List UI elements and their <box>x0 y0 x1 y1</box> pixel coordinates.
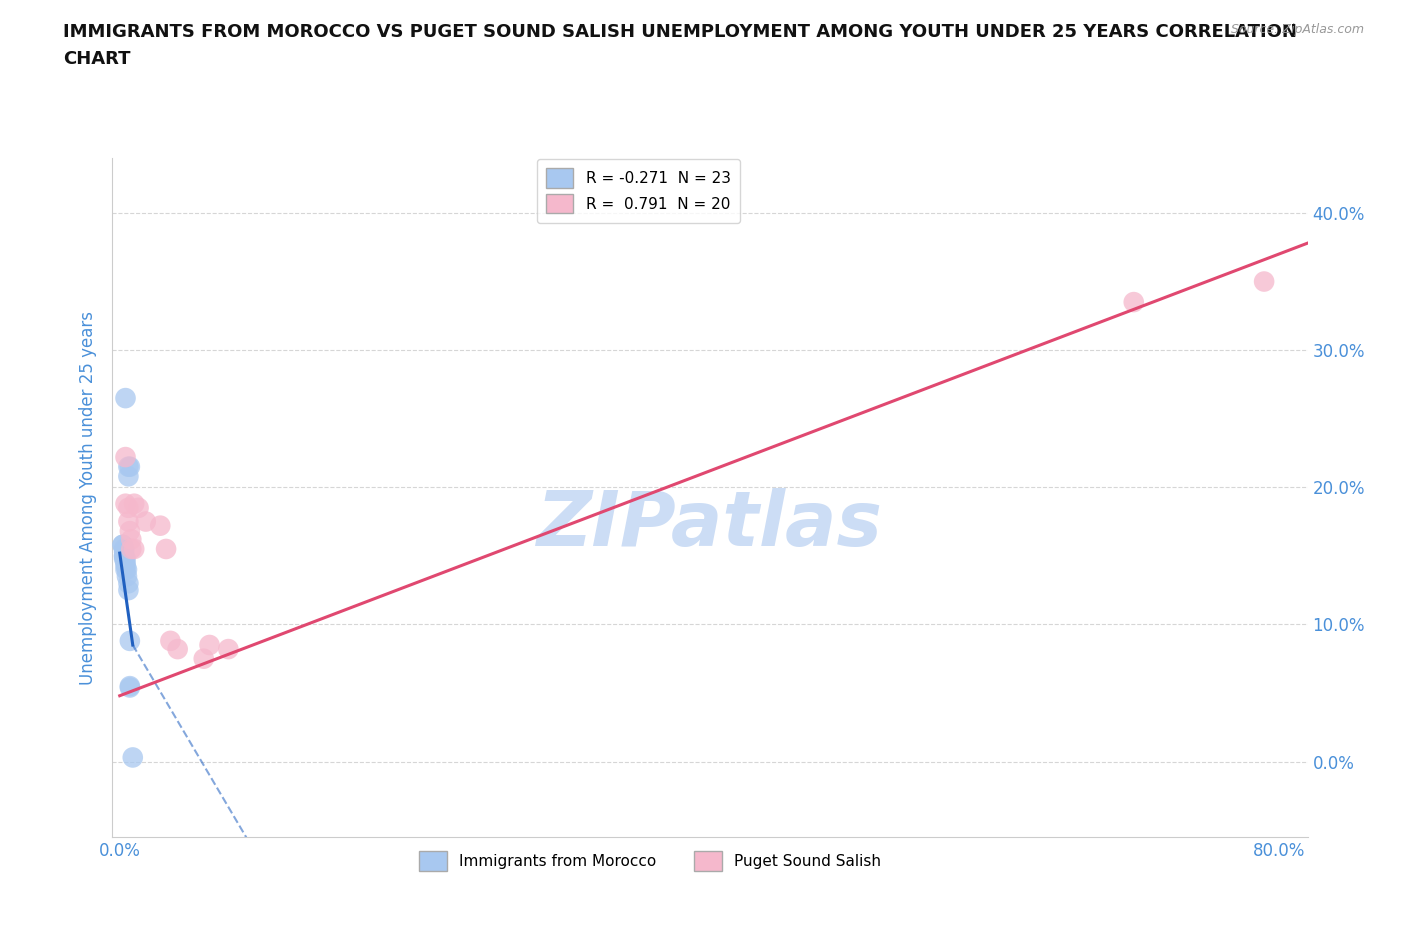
Y-axis label: Unemployment Among Youth under 25 years: Unemployment Among Youth under 25 years <box>79 311 97 684</box>
Point <box>159 633 181 648</box>
Point <box>115 562 138 577</box>
Point <box>115 569 138 584</box>
Point <box>118 524 141 538</box>
Legend: Immigrants from Morocco, Puget Sound Salish: Immigrants from Morocco, Puget Sound Sal… <box>413 845 887 877</box>
Point <box>117 469 139 484</box>
Point <box>112 551 135 566</box>
Point <box>121 750 143 764</box>
Point <box>112 544 135 559</box>
Point <box>198 638 221 653</box>
Point <box>111 538 134 552</box>
Point <box>117 583 139 598</box>
Point <box>114 562 136 577</box>
Point <box>193 651 215 666</box>
Point <box>122 541 145 556</box>
Point <box>117 459 139 474</box>
Point <box>112 549 135 564</box>
Point <box>114 555 136 570</box>
Point <box>217 642 239 657</box>
Point <box>118 633 141 648</box>
Point <box>128 500 150 515</box>
Point <box>117 514 139 529</box>
Point <box>1253 274 1275 289</box>
Point <box>135 514 157 529</box>
Text: IMMIGRANTS FROM MOROCCO VS PUGET SOUND SALISH UNEMPLOYMENT AMONG YOUTH UNDER 25 : IMMIGRANTS FROM MOROCCO VS PUGET SOUND S… <box>63 23 1298 68</box>
Point <box>114 497 136 512</box>
Point <box>112 541 135 556</box>
Point <box>114 391 136 405</box>
Point <box>118 680 141 695</box>
Point <box>118 679 141 694</box>
Point <box>155 541 177 556</box>
Point <box>114 551 136 566</box>
Point <box>114 449 136 464</box>
Point <box>122 497 145 512</box>
Text: ZIPatlas: ZIPatlas <box>537 487 883 562</box>
Point <box>117 500 139 515</box>
Point <box>120 532 142 547</box>
Point <box>112 549 135 564</box>
Text: Source: ZipAtlas.com: Source: ZipAtlas.com <box>1230 23 1364 36</box>
Point <box>118 459 141 474</box>
Point <box>149 518 172 533</box>
Point <box>166 642 188 657</box>
Point <box>120 541 142 556</box>
Point <box>111 538 134 552</box>
Point <box>114 558 136 573</box>
Point <box>1122 295 1144 310</box>
Point <box>117 576 139 591</box>
